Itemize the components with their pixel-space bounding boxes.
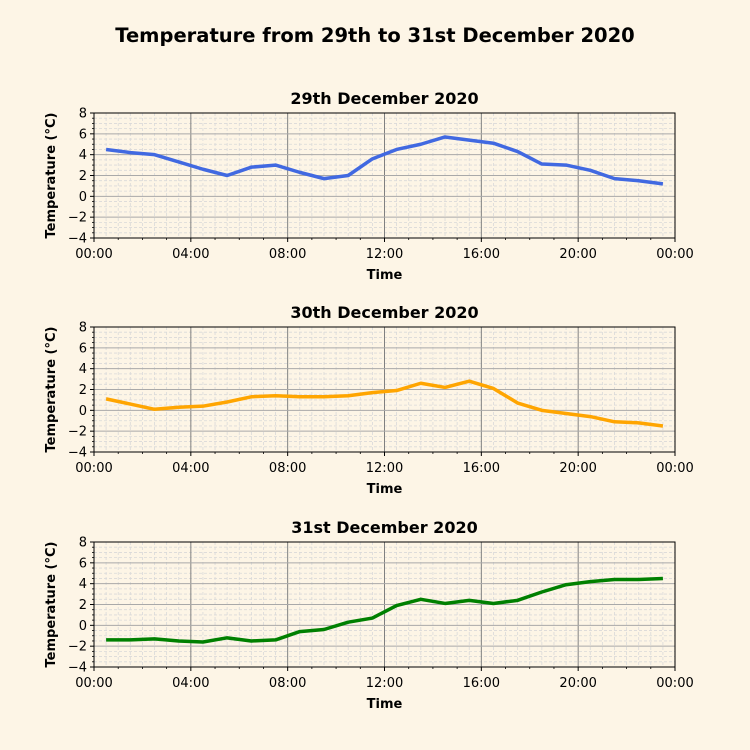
y-tick-label: 2 [79, 169, 87, 184]
y-tick-label: 0 [79, 619, 87, 634]
y-tick-label: 8 [79, 536, 87, 551]
figure-title: Temperature from 29th to 31st December 2… [115, 24, 635, 47]
x-tick-label: 20:00 [559, 676, 596, 691]
major-grid [94, 113, 675, 238]
x-tick-label: 00:00 [75, 461, 112, 476]
y-tick-label: 6 [79, 127, 87, 142]
temperature-line [105, 135, 664, 186]
temperature-line [106, 576, 663, 644]
x-tick-label: 08:00 [269, 247, 306, 262]
x-tick-label: 04:00 [172, 247, 209, 262]
y-tick-label: 4 [79, 577, 87, 592]
y-axis-label: Temperature (°C) [44, 113, 59, 239]
panel-title: 31st December 2020 [291, 518, 477, 537]
x-tick-label: 16:00 [463, 676, 500, 691]
x-tick-label: 20:00 [559, 461, 596, 476]
y-tick-label: 4 [79, 148, 87, 163]
chart-panels: −4 −2 0 2 4 6 8 00:00 04:00 08:00 12:00 16:00 20:00 0… [44, 89, 694, 712]
y-axis-label: Temperature (°C) [44, 542, 59, 668]
x-tick-label: 20:00 [559, 247, 596, 262]
x-tick-label: 00:00 [75, 676, 112, 691]
y-tick-label: −2 [68, 425, 87, 440]
y-tick-label: 2 [79, 383, 87, 398]
y-tick-label: −4 [68, 232, 87, 247]
y-tick-label: 6 [79, 556, 87, 571]
x-tick-label: 04:00 [172, 676, 209, 691]
x-tick-label: 00:00 [656, 676, 693, 691]
y-tick-label: −4 [68, 446, 87, 461]
y-axis-label: Temperature (°C) [44, 327, 59, 453]
y-tick-label: −2 [68, 640, 87, 655]
x-axis-label: Time [367, 268, 403, 283]
x-tick-label: 12:00 [366, 247, 403, 262]
chart-panel-2: −4 −2 0 2 4 6 8 00:00 04:00 08:00 12:00 16:00 20:00 0… [44, 303, 694, 497]
y-tick-label: 0 [79, 404, 87, 419]
x-tick-label: 16:00 [463, 247, 500, 262]
major-grid [94, 327, 675, 452]
y-tick-label: −2 [68, 211, 87, 226]
y-tick-label: 0 [79, 190, 87, 205]
major-grid [94, 542, 675, 667]
panel-title: 30th December 2020 [290, 303, 478, 322]
y-tick-label: 2 [79, 598, 87, 613]
y-tick-label: 8 [79, 107, 87, 122]
x-axis-label: Time [367, 697, 403, 712]
x-tick-label: 08:00 [269, 676, 306, 691]
x-axis-label: Time [367, 482, 403, 497]
y-tick-label: 8 [79, 321, 87, 336]
y-tick-label: 4 [79, 362, 87, 377]
x-tick-label: 00:00 [656, 247, 693, 262]
x-tick-label: 16:00 [463, 461, 500, 476]
temperature-line [105, 379, 664, 428]
x-tick-label: 08:00 [269, 461, 306, 476]
x-tick-label: 04:00 [172, 461, 209, 476]
panel-title: 29th December 2020 [290, 89, 478, 108]
chart-panel-1: −4 −2 0 2 4 6 8 00:00 04:00 08:00 12:00 16:00 20:00 0… [44, 89, 694, 283]
x-tick-label: 00:00 [656, 461, 693, 476]
y-tick-label: −4 [68, 661, 87, 676]
x-tick-label: 12:00 [366, 676, 403, 691]
y-tick-label: 6 [79, 341, 87, 356]
x-tick-label: 00:00 [75, 247, 112, 262]
x-tick-label: 12:00 [366, 461, 403, 476]
chart-panel-3: −4 −2 0 2 4 6 8 00:00 04:00 08:00 12:00 16:00 20:00 0… [44, 518, 694, 712]
